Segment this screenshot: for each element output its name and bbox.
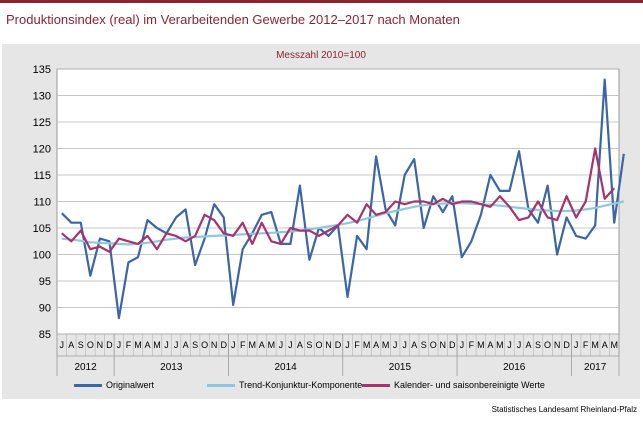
y-tick-label: 105 [33, 223, 51, 235]
x-month-label: S [421, 340, 427, 350]
x-month-label: F [469, 340, 475, 350]
x-month-label: M [363, 340, 371, 350]
x-month-label: J [164, 340, 169, 350]
y-tick-label: 110 [33, 197, 51, 209]
y-tick-label: 100 [33, 250, 51, 262]
y-tick-label: 120 [33, 144, 51, 156]
x-month-label: F [240, 340, 246, 350]
x-month-label: J [393, 340, 398, 350]
x-month-label: O [430, 340, 437, 350]
x-month-label: O [544, 340, 551, 350]
x-month-label: O [201, 340, 208, 350]
y-tick-label: 115 [33, 170, 51, 182]
y-tick-label: 125 [33, 117, 51, 129]
x-year-label: 2014 [274, 362, 297, 373]
x-month-label: D [335, 340, 342, 350]
x-month-label: F [583, 340, 589, 350]
x-month-label: A [144, 340, 150, 350]
legend-swatch-trend [207, 383, 235, 387]
x-month-label: A [68, 340, 74, 350]
series-line-original [61, 78, 625, 320]
x-month-label: M [153, 340, 161, 350]
x-month-label: S [306, 340, 312, 350]
y-tick-label: 90 [39, 303, 51, 315]
legend-item-original: Originalwert [74, 380, 154, 390]
x-year-label: 2013 [160, 362, 183, 373]
x-month-label: M [268, 340, 276, 350]
x-month-label: J [288, 340, 293, 350]
x-month-label: S [78, 340, 84, 350]
x-year-label: 2012 [74, 362, 97, 373]
x-month-label: M [134, 340, 142, 350]
x-month-label: M [496, 340, 504, 350]
x-month-label: J [174, 340, 179, 350]
x-month-label: J [507, 340, 512, 350]
x-month-label: J [60, 340, 65, 350]
x-month-label: N [325, 340, 332, 350]
x-month-label: F [354, 340, 360, 350]
legend-label-trend: Trend-Konjunktur-Komponente [239, 380, 363, 390]
x-month-label: A [259, 340, 265, 350]
x-month-label: A [373, 340, 379, 350]
x-year-label: 2015 [389, 362, 412, 373]
x-month-label: J [402, 340, 407, 350]
x-year-label: 2016 [503, 362, 526, 373]
x-month-label: J [117, 340, 122, 350]
y-tick-label: 135 [33, 64, 51, 76]
legend-swatch-original [74, 383, 102, 387]
x-month-label: S [192, 340, 198, 350]
x-month-label: J [231, 340, 236, 350]
legend-label-seasonal: Kalender- und saisonbereinigte Werte [394, 380, 545, 390]
x-month-label: M [477, 340, 485, 350]
chart-subtitle: Messzahl 2010=100 [276, 50, 366, 61]
x-month-label: J [460, 340, 465, 350]
x-month-label: O [315, 340, 322, 350]
x-month-label: N [97, 340, 104, 350]
x-month-label: D [563, 340, 570, 350]
x-month-label: D [220, 340, 227, 350]
x-month-label: J [279, 340, 284, 350]
x-month-label: M [591, 340, 599, 350]
x-month-label: J [574, 340, 579, 350]
x-month-label: J [345, 340, 350, 350]
legend-swatch-seasonal [362, 383, 390, 387]
x-month-label: M [610, 340, 618, 350]
x-month-label: D [449, 340, 456, 350]
x-month-label: M [382, 340, 390, 350]
series-line-trend [61, 200, 625, 246]
x-month-label: D [106, 340, 113, 350]
x-month-label: S [535, 340, 541, 350]
x-month-label: J [517, 340, 522, 350]
legend-item-trend: Trend-Konjunktur-Komponente [207, 380, 362, 390]
x-month-label: A [487, 340, 493, 350]
x-month-label: A [297, 340, 303, 350]
y-tick-label: 95 [39, 276, 51, 288]
y-tick-label: 85 [39, 329, 51, 341]
top-accent-line [0, 0, 643, 3]
x-month-label: N [554, 340, 561, 350]
source-note: Statistisches Landesamt Rheinland-Pfalz [491, 405, 637, 414]
x-year-label: 2017 [584, 362, 607, 373]
x-month-label: N [211, 340, 218, 350]
x-month-label: M [249, 340, 257, 350]
x-month-label: A [526, 340, 532, 350]
x-month-label: A [411, 340, 417, 350]
x-month-label: A [183, 340, 189, 350]
legend-item-seasonal: Kalender- und saisonbereinigte Werte [362, 380, 545, 390]
x-month-label: N [440, 340, 447, 350]
chart-legend: Originalwert Trend-Konjunktur-Komponente… [2, 380, 640, 396]
series-line-seasonal [61, 147, 616, 253]
legend-label-original: Originalwert [106, 380, 155, 390]
chart-panel: Messzahl 2010=100 85 90 95 100 105 110 115 120 1… [2, 44, 640, 399]
x-month-label: F [126, 340, 132, 350]
x-month-label: O [87, 340, 94, 350]
x-month-label: A [602, 340, 608, 350]
page-title: Produktionsindex (real) im Verarbeitende… [6, 12, 460, 27]
y-tick-label: 130 [33, 91, 51, 103]
